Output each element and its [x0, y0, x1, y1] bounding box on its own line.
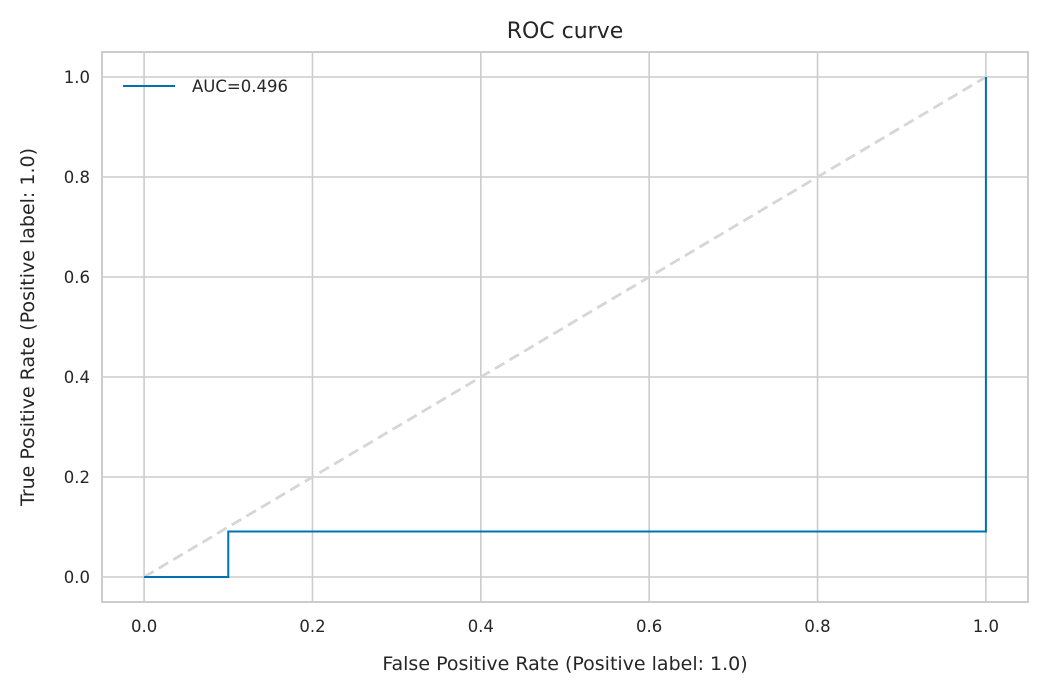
- y-tick-label: 0.6: [64, 268, 90, 287]
- x-tick-label: 0.0: [131, 617, 157, 636]
- chart-title: ROC curve: [507, 19, 624, 44]
- y-tick-label: 0.0: [64, 568, 90, 587]
- x-tick-label: 0.8: [804, 617, 830, 636]
- x-tick-labels: 0.0 0.2 0.4 0.6 0.8 1.0: [131, 617, 999, 636]
- y-tick-label: 1.0: [64, 68, 90, 87]
- x-axis-label: False Positive Rate (Positive label: 1.0…: [382, 653, 747, 675]
- grid: [102, 52, 1028, 602]
- y-tick-labels: 0.0 0.2 0.4 0.6 0.8 1.0: [64, 68, 90, 587]
- y-axis-label: True Positive Rate (Positive label: 1.0): [17, 148, 39, 507]
- chance-reference-line: [143, 75, 987, 579]
- plot-background: [102, 52, 1028, 602]
- y-tick-label: 0.2: [64, 468, 90, 487]
- series-layer: [144, 77, 987, 578]
- x-tick-label: 0.6: [636, 617, 662, 636]
- legend: AUC=0.496: [123, 77, 288, 96]
- y-tick-label: 0.8: [64, 168, 90, 187]
- reference-line-layer: [143, 75, 987, 579]
- roc-curve-line: [144, 77, 987, 578]
- x-tick-label: 0.4: [468, 617, 494, 636]
- x-tick-label: 0.2: [299, 617, 325, 636]
- y-tick-label: 0.4: [64, 368, 90, 387]
- plot-frame: [101, 51, 1029, 603]
- x-tick-label: 1.0: [973, 617, 999, 636]
- legend-entry-label: AUC=0.496: [192, 77, 288, 96]
